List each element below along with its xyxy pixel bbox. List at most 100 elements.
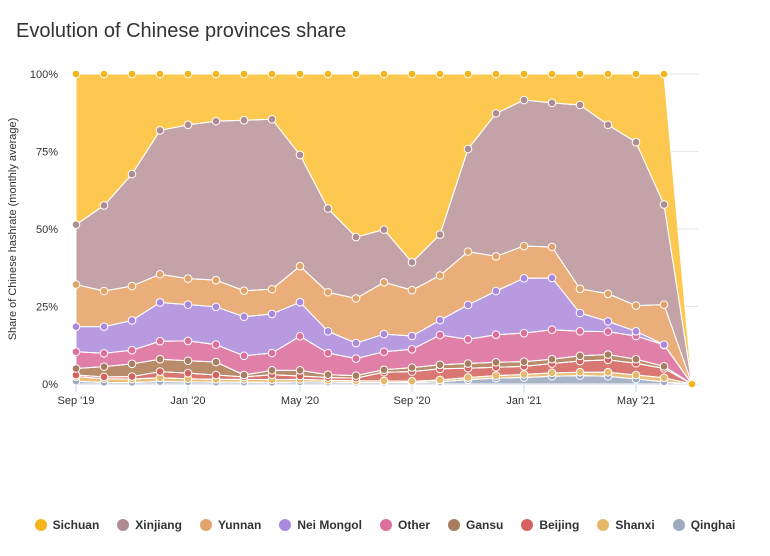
legend-item-other[interactable]: Other [379, 518, 430, 532]
data-point-beijing [183, 368, 193, 378]
data-point-shanxi [407, 376, 417, 386]
data-point-yunnan [155, 269, 165, 279]
data-point-other [351, 354, 361, 363]
data-point-yunnan [407, 285, 417, 295]
data-point-other [463, 335, 473, 344]
data-point-beijing [99, 372, 109, 382]
data-point-sichuan [99, 69, 109, 79]
data-point-xinjiang [659, 200, 669, 209]
data-point-sichuan [519, 69, 529, 79]
data-point-sichuan [603, 69, 613, 79]
data-point-yunnan [379, 278, 389, 287]
data-point-nei-mongol [631, 327, 641, 336]
data-point-sichuan [267, 69, 277, 79]
data-point-sichuan [323, 69, 333, 79]
data-point-yunnan [435, 271, 445, 280]
data-point-other [575, 327, 585, 336]
data-point-other [491, 330, 501, 340]
data-point-sichuan [407, 69, 417, 79]
data-point-xinjiang [631, 137, 641, 147]
data-point-yunnan [71, 280, 81, 289]
legend-item-gansu[interactable]: Gansu [448, 518, 503, 532]
x-tick-label: Sep '19 [58, 395, 95, 407]
data-point-yunnan [239, 286, 249, 295]
data-point-gansu [435, 360, 445, 370]
data-point-sichuan [687, 379, 697, 389]
data-point-sichuan [659, 69, 669, 79]
x-tick-label: Sep '20 [394, 395, 431, 407]
legend-label: Qinghai [690, 518, 736, 532]
data-point-xinjiang [99, 201, 109, 210]
chart-title: Evolution of Chinese provinces share [16, 20, 347, 42]
data-point-nei-mongol [659, 340, 669, 349]
legend-item-qinghai[interactable]: Qinghai [672, 518, 736, 532]
x-tick-label: May '20 [281, 395, 319, 407]
data-point-shanxi [491, 371, 501, 380]
data-point-yunnan [463, 247, 473, 256]
data-point-gansu [323, 370, 333, 380]
data-point-xinjiang [295, 150, 305, 160]
y-tick-label: 25% [36, 302, 58, 314]
x-tick-label: Jan '21 [506, 395, 541, 407]
data-point-sichuan [211, 69, 221, 79]
data-point-other [379, 347, 389, 357]
data-point-yunnan [575, 284, 585, 294]
data-point-gansu [155, 354, 165, 364]
legend-marker-icon [597, 519, 610, 531]
legend-item-shanxi[interactable]: Shanxi [597, 518, 655, 532]
data-point-sichuan [351, 69, 361, 79]
data-point-yunnan [519, 241, 529, 251]
data-point-yunnan [211, 275, 221, 285]
legend-item-yunnan[interactable]: Yunnan [199, 518, 261, 532]
data-point-shanxi [519, 370, 529, 379]
data-point-sichuan [239, 69, 249, 79]
data-point-other [295, 331, 305, 341]
data-point-xinjiang [323, 204, 333, 213]
data-point-yunnan [267, 284, 277, 294]
y-tick-label: 75% [36, 147, 58, 159]
y-tick-label: 100% [30, 69, 58, 81]
x-tick-label: May '21 [617, 395, 655, 407]
data-point-xinjiang [183, 120, 193, 130]
data-point-nei-mongol [127, 316, 137, 325]
data-point-beijing [211, 370, 221, 380]
data-point-other [127, 345, 137, 355]
data-point-xinjiang [351, 232, 361, 242]
data-point-nei-mongol [491, 286, 501, 296]
legend-item-xinjiang[interactable]: Xinjiang [117, 518, 182, 532]
data-point-other [323, 348, 333, 358]
data-point-other [435, 330, 445, 340]
y-tick-label: 50% [36, 224, 58, 236]
data-point-xinjiang [267, 114, 277, 124]
data-point-nei-mongol [379, 329, 389, 339]
data-point-other [519, 328, 529, 338]
data-point-xinjiang [407, 257, 417, 267]
data-point-other [99, 349, 109, 358]
data-point-nei-mongol [267, 309, 277, 319]
data-point-sichuan [435, 69, 445, 79]
data-point-xinjiang [547, 98, 557, 108]
data-point-nei-mongol [71, 322, 81, 331]
data-point-shanxi [379, 376, 389, 386]
data-point-sichuan [379, 69, 389, 79]
legend-item-nei-mongol[interactable]: Nei Mongol [279, 518, 362, 532]
data-point-yunnan [491, 251, 501, 261]
data-point-sichuan [183, 69, 193, 79]
legend-item-beijing[interactable]: Beijing [521, 518, 579, 532]
legend-label: Other [397, 518, 430, 532]
data-point-other [211, 340, 221, 349]
legend-marker-icon [448, 519, 460, 531]
data-point-other [183, 336, 193, 346]
data-point-xinjiang [71, 220, 81, 229]
data-point-yunnan [295, 261, 305, 271]
data-point-gansu [547, 354, 557, 364]
data-point-xinjiang [127, 169, 137, 179]
data-point-sichuan [71, 69, 81, 79]
data-point-xinjiang [603, 120, 613, 130]
legend-item-sichuan[interactable]: Sichuan [34, 518, 99, 532]
data-point-xinjiang [435, 230, 445, 239]
data-point-gansu [603, 350, 613, 359]
data-point-sichuan [631, 69, 641, 79]
legend-marker-icon [279, 519, 292, 531]
data-point-shanxi [575, 367, 585, 377]
